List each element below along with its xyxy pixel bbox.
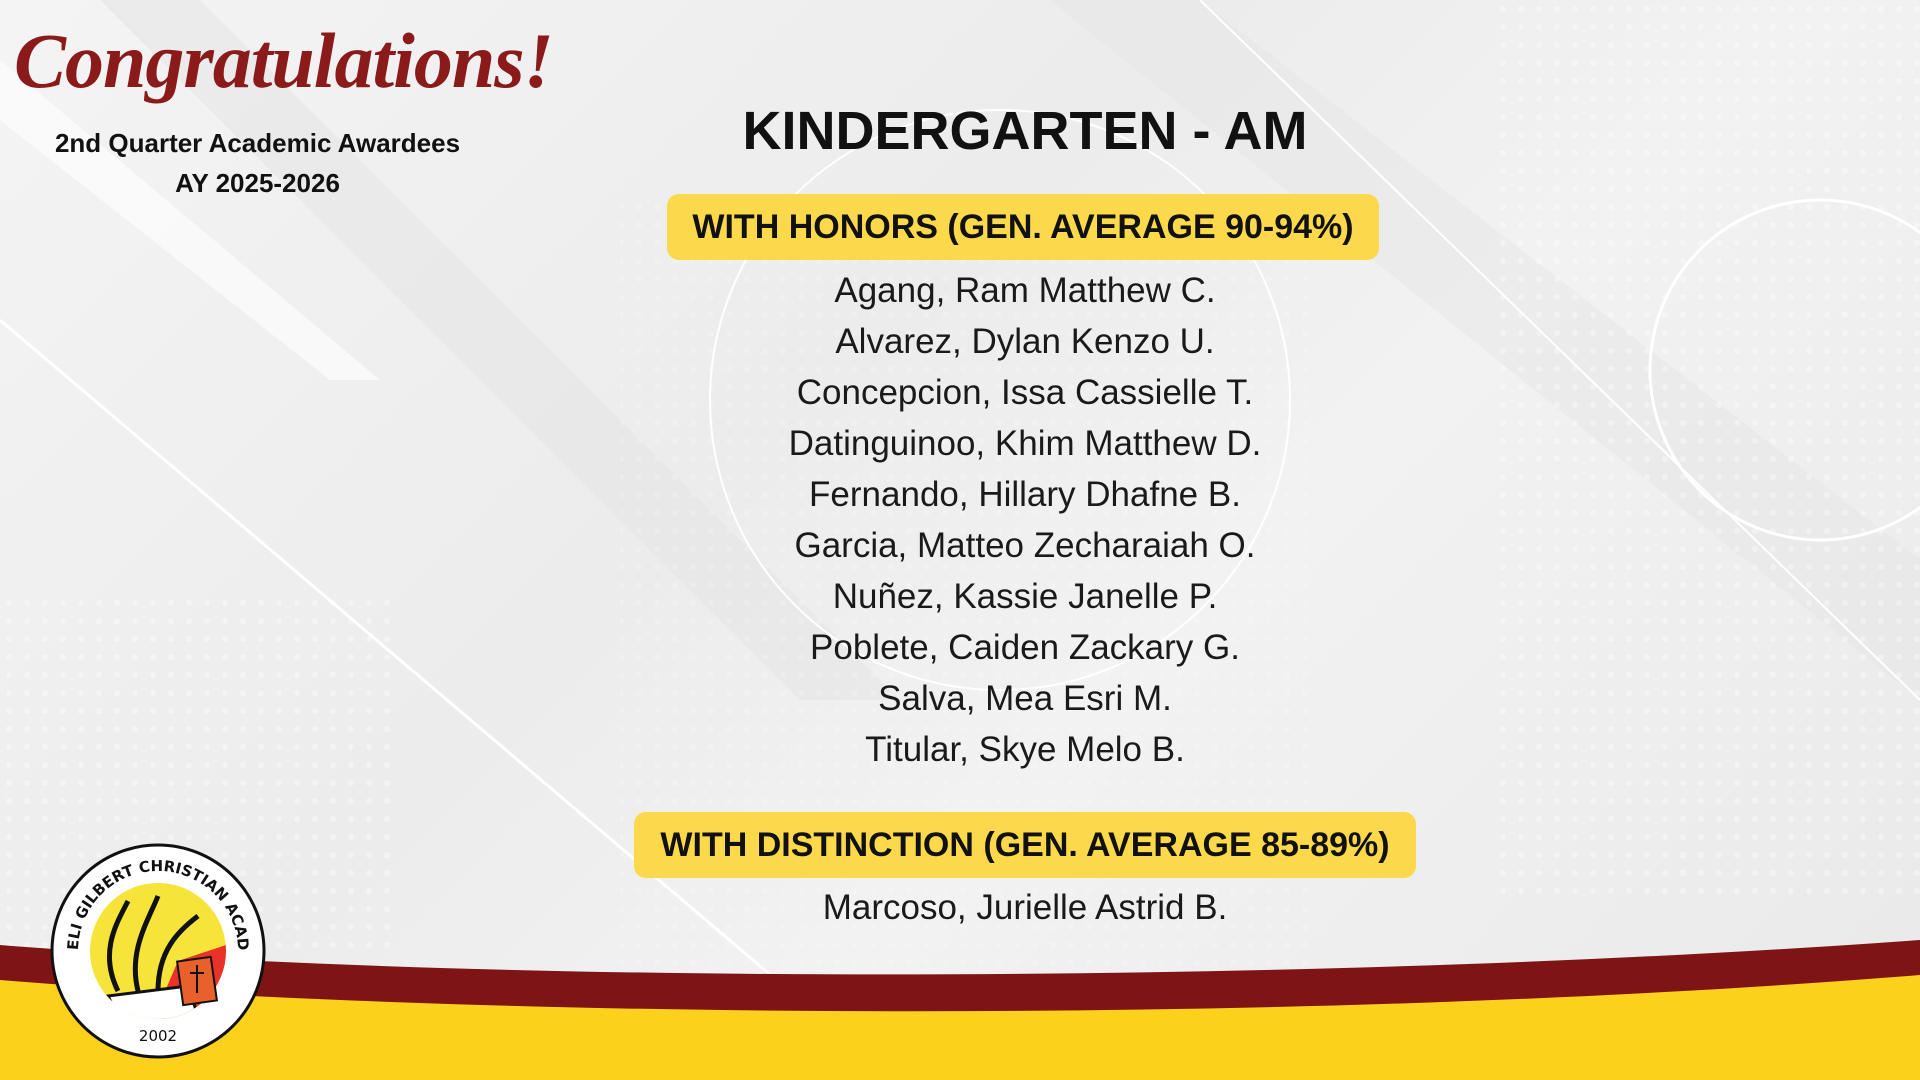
- honors-label: WITH HONORS (GEN. AVERAGE 90-94%): [667, 194, 1379, 260]
- list-item: Datinguinoo, Khim Matthew D.: [788, 424, 1262, 463]
- list-item: Marcoso, Jurielle Astrid B.: [822, 888, 1228, 927]
- list-item: Titular, Skye Melo B.: [865, 730, 1185, 769]
- awardees-subtitle: 2nd Quarter Academic Awardees: [54, 128, 461, 158]
- list-item: Nuñez, Kassie Janelle P.: [832, 577, 1218, 616]
- list-item: Agang, Ram Matthew C.: [834, 271, 1216, 310]
- list-item: Concepcion, Issa Cassielle T.: [796, 373, 1254, 412]
- congratulations-heading: Congratulations!: [14, 17, 554, 104]
- distinction-label: WITH DISTINCTION (GEN. AVERAGE 85-89%): [634, 812, 1416, 878]
- distinction-list: Marcoso, Jurielle Astrid B.: [0, 882, 1920, 933]
- academic-year: AY 2025-2026: [175, 168, 340, 198]
- logo-year: 2002: [139, 1027, 177, 1045]
- yellow-band: [0, 975, 1920, 1080]
- list-item: Fernando, Hillary Dhafne B.: [809, 475, 1241, 514]
- list-item: Poblete, Caiden Zackary G.: [810, 628, 1240, 667]
- honors-list: Agang, Ram Matthew C. Alvarez, Dylan Ken…: [0, 265, 1920, 775]
- list-item: Alvarez, Dylan Kenzo U.: [835, 322, 1215, 361]
- list-item: Salva, Mea Esri M.: [878, 679, 1172, 718]
- list-item: Garcia, Matteo Zecharaiah O.: [794, 526, 1256, 565]
- school-logo: ANGELI GILBERT CHRISTIAN ACADEMY 2002: [48, 841, 266, 1059]
- class-title: KINDERGARTEN - AM: [742, 101, 1308, 161]
